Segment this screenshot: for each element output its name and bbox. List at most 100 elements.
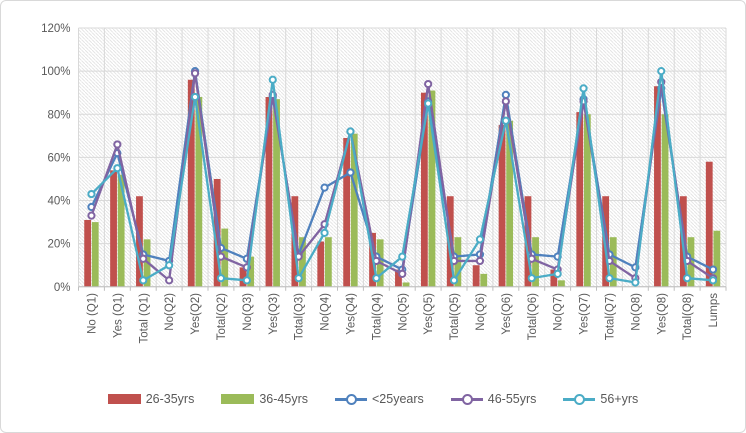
- x-axis-label: Total(Q6): [527, 293, 539, 340]
- line-46-55yrs-marker: [501, 97, 510, 106]
- x-axis-label: No(Q3): [242, 293, 254, 331]
- bar-36-45yrs: [583, 114, 591, 287]
- x-axis-label: No(Q5): [397, 293, 409, 331]
- legend-label: 46-55yrs: [487, 392, 537, 406]
- line-56+yrs-marker: [113, 164, 122, 173]
- legend-line-marker-icon: [563, 393, 596, 405]
- x-axis-label: Yes(Q3): [268, 293, 280, 335]
- bar-26-35yrs: [343, 137, 351, 287]
- x-axis-label: Yes(Q8): [656, 293, 668, 335]
- x-axis-label: Total(Q7): [604, 293, 616, 340]
- legend-line-marker-icon: [450, 393, 483, 405]
- line-56+yrs-marker: [553, 269, 562, 278]
- line-46-55yrs-marker: [87, 211, 96, 220]
- line-56+yrs-marker: [527, 274, 536, 283]
- bar-26-35yrs: [187, 79, 195, 287]
- x-axis-label: No(Q2): [164, 293, 176, 331]
- bar-36-45yrs: [324, 237, 332, 287]
- x-axis-label: Yes(Q7): [579, 293, 591, 335]
- legend-item-56+yrs: 56+yrs: [563, 392, 638, 406]
- legend-marker-icon: [461, 393, 473, 405]
- line-56+yrs-marker: [449, 276, 459, 285]
- x-axis-label: Yes(Q5): [423, 293, 435, 335]
- bar-26-35yrs: [84, 219, 92, 287]
- bar-26-35yrs: [550, 269, 558, 287]
- bar-26-35yrs: [654, 86, 661, 287]
- bar-26-35yrs: [420, 92, 428, 287]
- line-56+yrs-marker: [242, 276, 251, 285]
- line--25years-marker: [346, 168, 355, 177]
- bar-36-45yrs: [713, 230, 721, 287]
- legend-item-26-35yrs: 26-35yrs: [107, 392, 195, 406]
- y-axis-label: 0%: [54, 282, 71, 294]
- line-46-55yrs-marker: [165, 276, 174, 285]
- x-axis-label: Lumps: [708, 293, 720, 328]
- line-56+yrs-marker: [579, 84, 588, 93]
- bar-36-45yrs: [506, 120, 514, 287]
- x-axis-label: Yes(Q2): [190, 293, 202, 335]
- legend-line-marker-icon: [334, 393, 367, 405]
- x-axis-label: Yes(Q4): [345, 293, 357, 335]
- line-56+yrs-marker: [631, 278, 640, 287]
- legend-label: 36-45yrs: [259, 392, 308, 406]
- line-56+yrs-marker: [605, 274, 614, 283]
- bar-36-45yrs: [273, 99, 280, 287]
- legend-item--25years: <25years: [334, 392, 424, 406]
- line-56+yrs-marker: [708, 276, 718, 285]
- bar-26-35yrs: [576, 112, 584, 287]
- legend-label: <25years: [371, 392, 424, 406]
- bar-36-45yrs: [195, 97, 203, 287]
- line-46-55yrs-marker: [398, 269, 407, 278]
- x-axis-label: No(Q6): [475, 293, 487, 331]
- legend-label: 26-35yrs: [145, 392, 195, 406]
- bar-36-45yrs: [247, 256, 255, 287]
- y-axis-label: 80%: [47, 109, 70, 121]
- line-46-55yrs-marker: [190, 69, 200, 78]
- line-46-55yrs-marker: [475, 256, 485, 266]
- bar-36-45yrs: [350, 133, 358, 287]
- bar-36-45yrs: [299, 237, 306, 287]
- legend-marker-icon: [345, 393, 357, 405]
- bar-36-45yrs: [480, 273, 488, 287]
- x-axis-label: Total(Q5): [449, 293, 461, 340]
- legend-marker-icon: [574, 393, 586, 405]
- legend-bar-swatch-icon: [221, 394, 255, 404]
- line-56+yrs-marker: [398, 252, 407, 261]
- line--25years-marker: [708, 265, 718, 274]
- legend-item-36-45yrs: 36-45yrs: [221, 392, 308, 406]
- x-axis-label: Total(Q4): [371, 293, 383, 340]
- bar-36-45yrs: [661, 114, 669, 287]
- bar-36-45yrs: [117, 174, 125, 287]
- line-56+yrs-marker: [657, 67, 666, 76]
- bar-36-45yrs: [91, 222, 99, 287]
- y-axis-label: 100%: [41, 66, 70, 78]
- line-56+yrs-marker: [372, 274, 381, 283]
- x-axis-label: No(Q8): [630, 293, 642, 331]
- y-axis-label: 120%: [41, 23, 70, 35]
- line-46-55yrs-marker: [424, 79, 433, 89]
- line-56+yrs-marker: [190, 92, 200, 102]
- bar-26-35yrs: [317, 241, 325, 287]
- line-56+yrs-marker: [165, 261, 174, 270]
- bar-36-45yrs: [402, 282, 410, 287]
- bar-26-35yrs: [498, 125, 506, 287]
- x-axis-label: Total(Q3): [294, 293, 306, 340]
- y-axis-label: 20%: [47, 239, 70, 251]
- y-axis-label: 40%: [47, 196, 70, 208]
- bar-26-35yrs: [265, 97, 273, 287]
- line-56+yrs-marker: [294, 274, 303, 283]
- line-46-55yrs-marker: [113, 140, 122, 149]
- x-axis-label: Total(Q2): [216, 293, 228, 340]
- bar-26-35yrs: [239, 267, 247, 287]
- line-56+yrs-marker: [268, 75, 277, 84]
- line-56+yrs-marker: [424, 99, 433, 108]
- line-56+yrs-marker: [475, 235, 485, 244]
- legend-label: 56+yrs: [600, 392, 639, 406]
- x-axis-label: No(Q4): [320, 293, 332, 331]
- line-56+yrs-marker: [501, 116, 510, 125]
- x-axis-label: Yes(Q6): [501, 293, 513, 335]
- bar-26-35yrs: [395, 269, 402, 287]
- bar-26-35yrs: [472, 265, 480, 287]
